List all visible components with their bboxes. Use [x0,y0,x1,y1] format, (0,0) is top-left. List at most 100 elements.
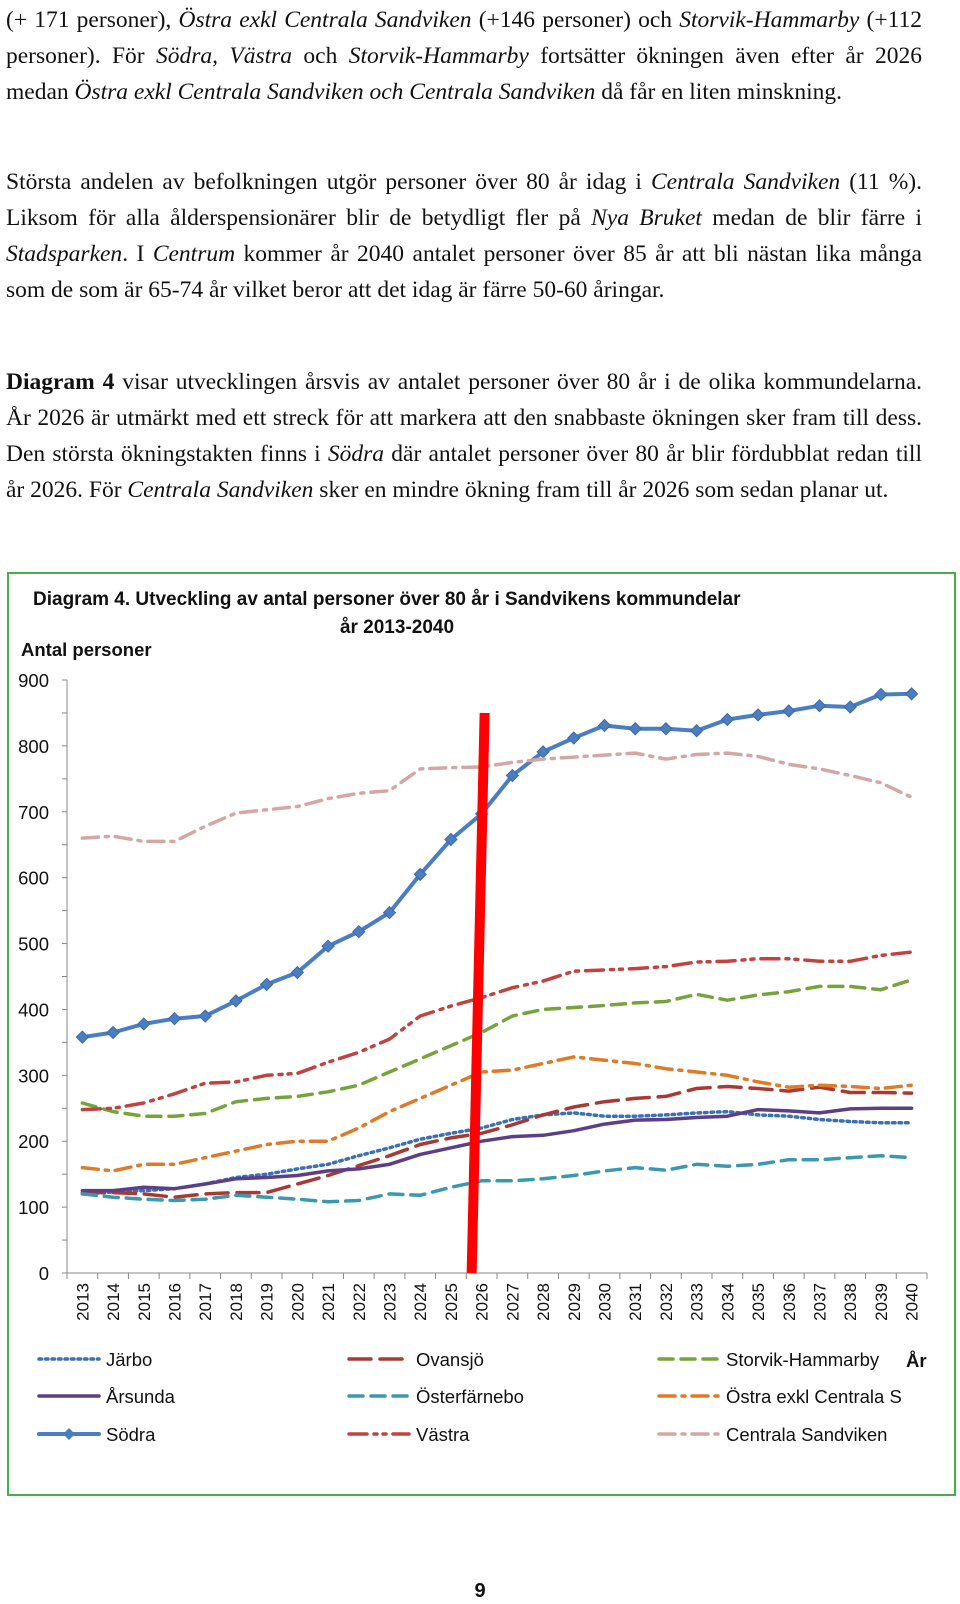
data-point-diamond [413,867,427,882]
text-run: Nya Bruket [591,205,702,231]
data-point-diamond [505,768,520,783]
data-point-diamond [167,1011,182,1026]
series-line-6 [80,691,914,1040]
x-tick-label: 2023 [381,1283,400,1321]
text-run: (+112 personer). För [6,7,922,69]
year-marker-line [466,712,490,1274]
x-tick-label: 2027 [503,1283,522,1321]
x-tick-label: 2013 [73,1283,92,1321]
x-tick-label: 2030 [596,1283,615,1321]
axes-layer: 0 100 200 300 400 500 600 700 800 900 2013 2014 2015… [18,670,928,1321]
data-point-diamond [106,1025,120,1040]
text-run: Östra exkl Centrala Sandviken [178,7,472,33]
data-point-diamond [659,722,673,736]
data-point-diamond [382,905,397,920]
series-line-7 [80,950,914,1112]
paragraph-3: Diagram 4 visar utvecklingen årsvis av a… [6,364,922,508]
x-tick-label: 2014 [104,1283,123,1321]
text-run: Östra exkl Centrala Sandviken och Centra… [74,79,596,105]
x-tick-label: 2033 [688,1283,707,1321]
legend-label: Österfärnebo [416,1386,524,1407]
legend-label: Årsunda [106,1386,176,1407]
paragraph-2: Största andelen av befolkningen utgör pe… [6,164,922,308]
series-line-5 [80,1055,914,1173]
text-run: Södra, Västra [155,43,293,69]
x-axis-label: År [906,1350,927,1371]
y-tick-label: 600 [18,868,49,889]
text-run: Storvik-Hammarby [679,7,860,33]
data-point-diamond [720,712,735,727]
y-tick-label: 0 [39,1263,49,1284]
x-tick-label: 2026 [473,1283,492,1321]
text-run: och [292,43,349,69]
text-run: kommer år 2040 antalet personer över 85 … [6,241,922,303]
text-run: fortsätter ökningen även efter år 2026 m… [6,43,922,105]
series-line-4 [80,1153,914,1204]
data-point-diamond [597,718,612,733]
x-tick-label: 2020 [288,1283,307,1321]
text-run: (11 %). Liksom för alla ålderspensionäre… [6,169,922,231]
text-run: medan de blir färre i [701,205,922,231]
y-tick-label: 500 [18,934,49,955]
y-tick-label: 700 [18,802,49,823]
data-point-diamond [321,939,335,953]
x-tick-label: 2017 [196,1283,215,1321]
x-tick-label: 2024 [411,1283,430,1321]
text-run: Centrala Sandviken [127,477,314,503]
x-tick-label: 2029 [565,1283,584,1321]
diagram-4-line-chart: Diagram 4. Utveckling av antal personer … [18,589,928,1445]
data-point-diamond [812,698,827,713]
text-run: där antalet personer över 80 år blir för… [6,441,922,503]
y-tick-label: 400 [18,999,49,1020]
text-run: Södra [327,441,385,467]
data-point-diamond [229,994,243,1008]
x-tick-label: 2037 [811,1283,830,1321]
data-point-diamond [259,977,274,992]
legend-label: Storvik-Hammarby [726,1349,880,1370]
legend-label: Centrala Sandviken [726,1424,887,1445]
data-point-diamond [444,832,458,847]
legend-label: Ovansjö [416,1349,484,1370]
x-tick-label: 2036 [780,1283,799,1321]
data-point-diamond [843,700,857,714]
y-tick-label: 100 [18,1197,49,1218]
text-run: visar utvecklingen årsvis av antalet per… [6,369,922,467]
x-tick-label: 2021 [319,1283,338,1321]
paragraph-1: (+ 171 personer), Östra exkl Centrala Sa… [6,2,922,110]
x-tick-label: 2031 [626,1283,645,1321]
data-point-diamond [290,965,305,980]
data-point-diamond [352,924,366,939]
data-point-diamond [628,722,642,736]
data-point-diamond [904,687,919,701]
data-point-diamond [198,1009,212,1023]
diagram-4-chart-frame: Diagram 4. Utveckling av antal personer … [7,572,956,1496]
x-tick-label: 2039 [872,1283,891,1321]
data-point-diamond [751,708,765,722]
x-tick-label: 2040 [903,1283,922,1321]
series-line-3 [80,1106,914,1193]
y-axis-label: Antal personer [21,639,152,660]
data-point-diamond [874,687,888,702]
chart-title-line-1: Diagram 4. Utveckling av antal personer … [33,589,741,610]
text-run: sker en mindre ökning fram till år 2026 … [313,477,889,503]
y-tick-label: 800 [18,736,49,757]
text-run: Storvik-Hammarby [348,43,529,69]
series-layer [75,687,919,1204]
chart-legend: Järbo Ovansjö Storvik-Hammarby Årsunda Öster… [37,1349,902,1445]
text-run: Stadsparken [6,241,123,267]
data-point-diamond [137,1017,151,1031]
x-tick-label: 2018 [227,1283,246,1321]
text-run: Centrala Sandviken [651,169,841,195]
text-run: . I [122,241,153,267]
x-tick-label: 2019 [258,1283,277,1321]
x-tick-label: 2016 [166,1283,185,1321]
series-line-1 [80,1084,914,1199]
data-point-diamond [75,1030,90,1044]
x-tick-label: 2022 [350,1283,369,1321]
legend-label: Södra [106,1424,156,1445]
legend-label: Västra [416,1424,470,1445]
data-point-diamond [782,704,796,718]
text-run: då får en liten minskning. [595,79,843,105]
x-tick-label: 2025 [442,1283,461,1321]
text-run: (+ 171 personer), [6,7,179,33]
